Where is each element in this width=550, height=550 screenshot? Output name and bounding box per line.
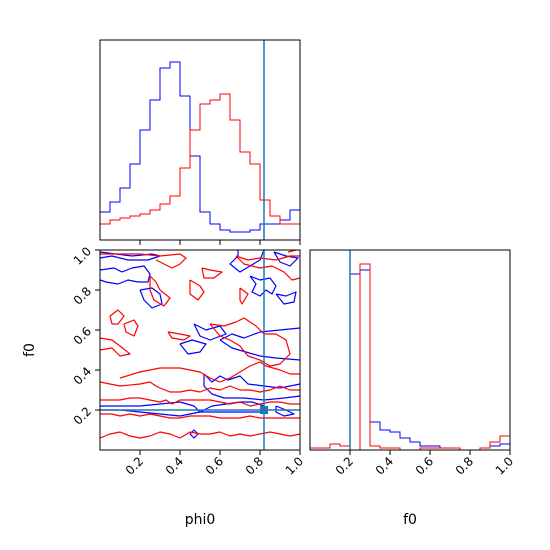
contour-xtick-label-4: 1.0	[283, 454, 306, 477]
contour-series-0-path-10	[219, 339, 301, 361]
contour-series-0-path-16	[275, 405, 295, 417]
contour-xtick-label-0: 0.2	[123, 454, 146, 477]
f0-hist-xtick-label-4: 1.0	[493, 454, 516, 477]
contour-series-1-path-6	[239, 287, 249, 305]
f0-hist-xtick-label-1: 0.4	[373, 454, 396, 477]
f0-hist-series-1-step	[310, 263, 510, 451]
contour-series-0-path-7	[193, 323, 227, 341]
contour-series-1-path-10	[209, 317, 291, 367]
contour-series-1-path-16	[99, 431, 301, 439]
contour-series-0-path-3	[229, 249, 265, 273]
contour-series-0-path-8	[179, 339, 207, 355]
contour-series-1-path-3	[189, 279, 205, 301]
phi0-f0-contour-panel: 0.2 0.4 0.6 0.8 1.0 0.2 0.4 0.6 0.8 1.0 phi0 f0	[22, 244, 306, 528]
contour-series-0-path-1	[99, 265, 151, 285]
f0-histogram-ticks: 0.2 0.4 0.6 0.8 1.0	[333, 450, 516, 478]
phi0-histogram-panel	[99, 39, 301, 245]
contour-xtick-label-1: 0.4	[163, 454, 186, 477]
contour-series-0-path-4	[249, 275, 277, 297]
contour-series-1-path-0	[100, 253, 187, 269]
contour-series-1-path-8	[123, 319, 139, 337]
phi0-histogram-marks	[100, 40, 300, 240]
f0-hist-xtick-label-2: 0.6	[413, 454, 436, 477]
phi0-histogram-frame	[99, 39, 301, 241]
contour-series-0-path-17	[189, 429, 199, 439]
y-axis-label-f0: f0	[22, 343, 38, 357]
contour-ytick-label-3: 0.8	[71, 284, 94, 307]
contour-frame	[99, 249, 301, 451]
contour-series-0-path-12	[203, 374, 301, 401]
contour-ytick-label-2: 0.6	[71, 324, 94, 347]
phi0-hist-series-0-step	[100, 61, 300, 233]
contour-series-1-path-12	[119, 361, 300, 383]
contour-ytick-label-1: 0.4	[71, 364, 94, 387]
f0-hist-xtick-label-0: 0.2	[333, 454, 356, 477]
contour-series-1-path-14	[100, 397, 300, 407]
f0-histogram-panel: 0.2 0.4 0.6 0.8 1.0 f0	[309, 249, 516, 528]
contour-series-1-path-7	[109, 309, 125, 325]
contour-series-1-path-9	[167, 331, 191, 341]
contour-xtick-label-3: 0.8	[243, 454, 266, 477]
contour-series-1-path-1	[149, 275, 171, 307]
x-axis-label-f0: f0	[403, 512, 417, 528]
contour-ytick-label-0: 0.2	[71, 404, 94, 427]
contour-series-0-path-6	[275, 291, 297, 305]
f0-histogram-frame	[309, 249, 511, 451]
contour-series-1-path-13	[99, 381, 300, 393]
f0-histogram-marks	[310, 250, 510, 451]
phi0-hist-series-1-step	[100, 93, 300, 225]
f0-hist-series-0-step	[310, 269, 510, 451]
contour-xtick-label-2: 0.6	[203, 454, 226, 477]
contour-series-0-path-5	[273, 251, 299, 267]
contour-truth-point	[260, 406, 268, 414]
contour-marks	[99, 249, 301, 450]
contour-series-1-path-4	[235, 255, 300, 261]
contour-series-1-path-15	[100, 413, 300, 419]
f0-hist-xtick-label-3: 0.8	[453, 454, 476, 477]
contour-series-0-path-0	[99, 251, 161, 261]
contour-ytick-label-4: 1.0	[71, 244, 94, 267]
contour-series-0-path-9	[219, 327, 301, 341]
contour-series-1-path-5	[235, 255, 301, 281]
contour-series-0-path-14	[100, 403, 161, 407]
contour-series-0-path-2	[139, 287, 163, 309]
contour-series-1-path-2	[201, 267, 223, 279]
phi0-histogram-ticks	[139, 240, 301, 245]
x-axis-label-phi0: phi0	[185, 512, 216, 528]
contour-series-1-path-11	[99, 337, 131, 357]
